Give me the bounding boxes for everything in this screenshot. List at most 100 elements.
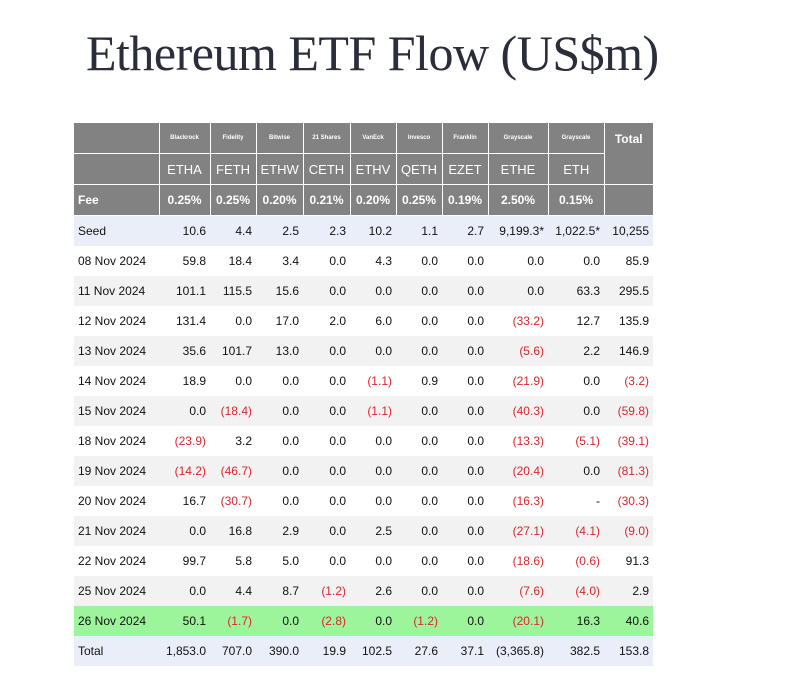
flow-cell: (1.1): [350, 396, 396, 426]
flow-cell: 102.5: [350, 636, 396, 666]
fee-value: 0.20%: [350, 184, 397, 216]
flow-cell: 0.0: [256, 396, 303, 426]
flow-cell: (23.9): [174, 434, 206, 448]
row-label: 11 Nov 2024: [74, 276, 159, 306]
flow-cell: (21.9): [512, 374, 544, 388]
ticker: FETH: [210, 153, 257, 185]
row-total-cell: (9.0): [604, 516, 653, 546]
flow-cell: 131.4: [175, 314, 206, 328]
flow-cell: 5.0: [282, 554, 299, 568]
issuer-name: Grayscale: [548, 123, 605, 154]
flow-cell: 0.0: [467, 434, 484, 448]
table-row: 18 Nov 2024 (23.9) 3.2 0.0 0.0 0.0 0.0 0.0 (13.3…: [74, 426, 653, 456]
fee-total-empty: [604, 184, 653, 216]
ticker: CETH: [303, 153, 351, 185]
flow-cell: 16.8: [210, 516, 256, 546]
row-total-cell: (39.1): [617, 434, 649, 448]
flow-cell: 0.0: [442, 576, 488, 606]
flow-cell: 0.0: [235, 314, 252, 328]
flow-cell: 101.7: [210, 336, 256, 366]
flow-cell: 0.0: [396, 516, 442, 546]
flow-cell: 0.0: [256, 606, 303, 636]
flow-cell: 0.0: [329, 374, 346, 388]
flow-cell: 2.3: [303, 215, 350, 246]
flow-cell: 4.4: [210, 215, 256, 246]
flow-cell: 0.0: [488, 276, 548, 306]
flow-cell: 10.2: [350, 215, 396, 246]
flow-cell: (7.6): [488, 576, 548, 606]
flow-cell: 0.0: [282, 494, 299, 508]
ticker: ETH: [548, 153, 604, 185]
flow-cell: 0.0: [282, 374, 299, 388]
header-corner: [74, 153, 160, 185]
flow-cell: 0.0: [583, 374, 600, 388]
flow-cell: (18.6): [512, 554, 544, 568]
flow-cell: 0.0: [329, 434, 346, 448]
row-label: 14 Nov 2024: [78, 374, 147, 388]
flow-cell: (1.2): [396, 606, 442, 636]
flow-cell: 0.0: [396, 276, 442, 306]
flow-cell: (5.1): [575, 434, 600, 448]
fee-label: Fee: [74, 184, 160, 216]
flow-cell: 16.3: [548, 606, 604, 636]
seed-row: Seed 10.6 4.4 2.5 2.3 10.2 1.1 2.7 9,199.3* 1,022…: [74, 215, 653, 246]
row-total-cell: 91.3: [625, 554, 649, 568]
flow-cell: (1.1): [367, 374, 392, 388]
table-row: 11 Nov 2024 101.1 115.5 15.6 0.0 0.0 0.0 0.0 0.0…: [74, 276, 653, 306]
flow-cell: 0.0: [350, 606, 396, 636]
row-total-cell: 295.5: [604, 276, 653, 306]
flow-cell: 0.9: [421, 374, 438, 388]
flow-cell: 0.0: [350, 456, 396, 486]
flow-cell: 0.0: [467, 494, 484, 508]
table-row: 21 Nov 2024 0.0 16.8 2.9 0.0 2.5 0.0 0.0 (27.1)(…: [74, 516, 653, 546]
flow-cell: 2.0: [329, 314, 346, 328]
flow-cell: 50.1: [159, 606, 210, 636]
flow-cell: 18.9: [182, 374, 206, 388]
flow-cell: (13.3): [512, 434, 544, 448]
table-row: 14 Nov 2024 18.9 0.0 0.0 0.0 (1.1) 0.9 0.0 (21.9…: [74, 366, 653, 396]
flow-cell: 5.8: [235, 554, 252, 568]
flow-cell: (4.1): [548, 516, 604, 546]
flow-cell: 59.8: [182, 254, 206, 268]
row-total-cell: 146.9: [604, 336, 653, 366]
table-row: 20 Nov 2024 16.7 (30.7) 0.0 0.0 0.0 0.0 0.0 (16.…: [74, 486, 653, 516]
row-label: 15 Nov 2024: [74, 396, 159, 426]
flow-cell: 17.0: [275, 314, 299, 328]
flow-cell: 0.0: [396, 336, 442, 366]
flow-cell: 0.0: [303, 336, 350, 366]
row-total-cell: 40.6: [604, 606, 653, 636]
fee-row: Fee 0.25% 0.25% 0.20% 0.21% 0.20% 0.25% …: [74, 184, 653, 216]
flow-cell: 13.0: [256, 336, 303, 366]
flow-cell: 0.0: [583, 254, 600, 268]
flow-cell: 101.1: [159, 276, 210, 306]
flow-cell: 12.7: [576, 314, 600, 328]
row-label: 18 Nov 2024: [78, 434, 147, 448]
row-total-cell: 10,255: [604, 215, 653, 246]
flow-cell: 0.0: [442, 606, 488, 636]
flow-cell: (46.7): [210, 456, 256, 486]
flow-cell: 0.0: [329, 554, 346, 568]
flow-cell: 6.0: [375, 314, 392, 328]
flow-cell: (14.2): [159, 456, 210, 486]
row-label: 21 Nov 2024: [74, 516, 159, 546]
flow-cell: 0.0: [375, 434, 392, 448]
flow-cell: 15.6: [256, 276, 303, 306]
issuer-name: Invesco: [396, 123, 443, 154]
flow-cell: 0.0: [421, 314, 438, 328]
fee-value: 2.50%: [488, 184, 549, 216]
fee-value: 0.20%: [256, 184, 304, 216]
flow-cell: (1.7): [210, 606, 256, 636]
flow-cell: 0.0: [235, 374, 252, 388]
flow-cell: (0.6): [575, 554, 600, 568]
ticker: ETHW: [256, 153, 304, 185]
flow-cell: 0.0: [527, 254, 544, 268]
flow-cell: 0.0: [421, 494, 438, 508]
flow-cell: 37.1: [442, 636, 488, 666]
flow-cell: 115.5: [210, 276, 256, 306]
flow-cell: 19.9: [303, 636, 350, 666]
row-total-cell: 2.9: [604, 576, 653, 606]
flow-cell: 0.0: [350, 336, 396, 366]
flow-cell: 0.0: [350, 276, 396, 306]
flow-cell: 0.0: [329, 254, 346, 268]
ticker: ETHE: [488, 153, 549, 185]
